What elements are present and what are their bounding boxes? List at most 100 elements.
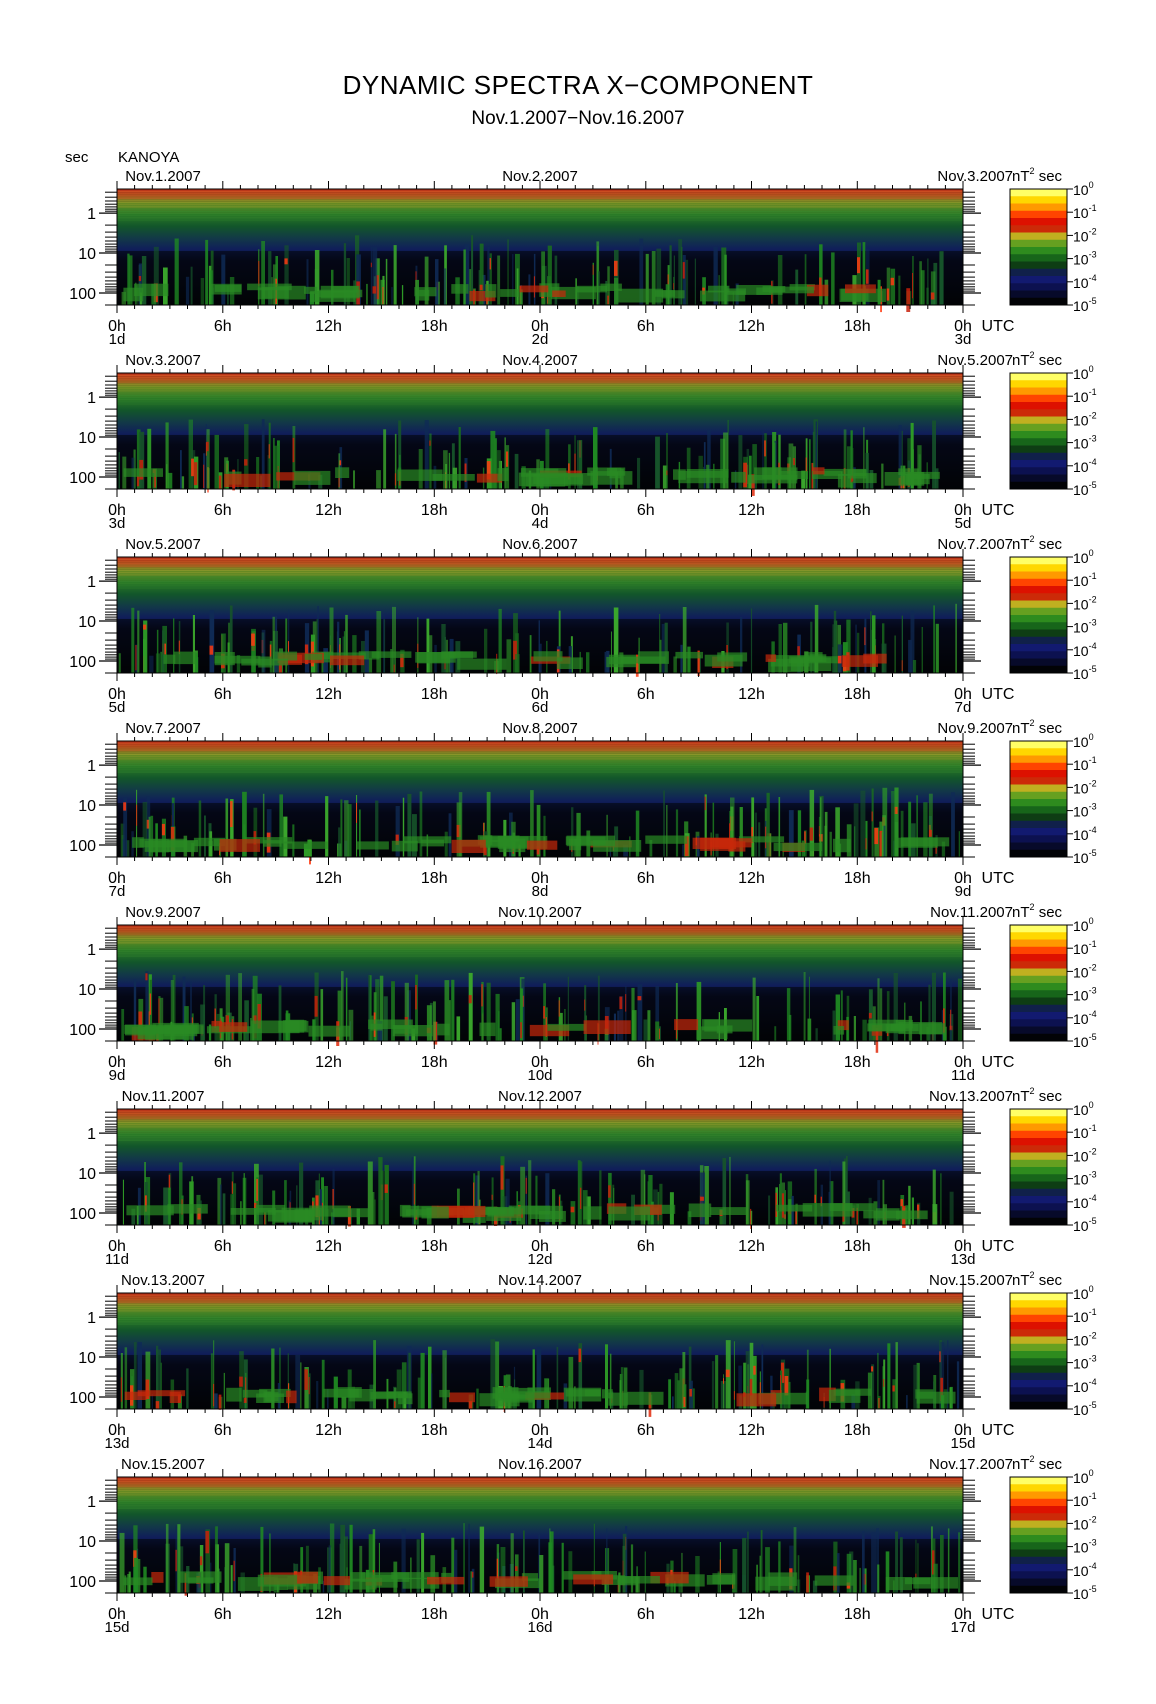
burst-column: [639, 1369, 644, 1409]
burst-column: [703, 442, 706, 489]
x-tick-label: 0h: [531, 1238, 549, 1255]
burst-column: [401, 1362, 407, 1409]
burst-column: [353, 470, 355, 489]
burst-column: [451, 1537, 455, 1593]
burst-peak: [213, 1383, 215, 1407]
burst-column: [199, 1545, 204, 1593]
burst-column: [279, 794, 283, 857]
date-label-left: Nov.11.2007: [122, 1088, 205, 1105]
long-period-band: [448, 651, 477, 658]
date-label-left: Nov.9.2007: [125, 904, 201, 921]
burst-column: [128, 255, 133, 305]
burst-column: [932, 1204, 938, 1225]
long-period-band: [565, 836, 606, 845]
burst-column: [165, 422, 169, 489]
x-tick-label: 12h: [315, 318, 342, 335]
date-label-mid: Nov.12.2007: [498, 1088, 582, 1105]
burst-peak: [251, 633, 255, 646]
burst-column: [165, 1523, 169, 1593]
burst-column: [611, 631, 612, 673]
burst-column: [300, 1547, 304, 1593]
burst-peak: [850, 475, 854, 483]
burst-column: [244, 424, 249, 489]
burst-peak: [394, 1401, 396, 1408]
burst-column: [338, 827, 341, 857]
burst-column: [458, 427, 461, 489]
colorbar-swatch: [1010, 1343, 1067, 1352]
long-period-band: [533, 651, 563, 662]
colorbar-swatch: [1010, 615, 1067, 623]
x-tick-label: 0h: [531, 1054, 549, 1071]
burst-column: [295, 1354, 301, 1409]
long-period-band: [608, 1206, 650, 1221]
burst-column: [210, 1353, 213, 1409]
x-tick-label: 12h: [738, 502, 765, 519]
burst-peak: [625, 994, 627, 1012]
burst-column: [420, 1352, 425, 1409]
burst-column: [118, 452, 120, 489]
colorbar-tick-label: 10-3: [1073, 618, 1097, 636]
long-period-band: [650, 1571, 689, 1584]
burst-column: [643, 1019, 648, 1041]
burst-column: [910, 610, 915, 673]
burst-column: [506, 639, 512, 673]
noise-band: [117, 1310, 963, 1312]
noise-band: [117, 1319, 963, 1321]
y-tick-label: 100: [69, 838, 96, 855]
burst-column: [568, 1356, 574, 1409]
burst-peak: [284, 258, 288, 265]
x-tick-label: 6h: [214, 502, 232, 519]
burst-column: [349, 1524, 353, 1593]
burst-column: [806, 1379, 810, 1409]
y-tick-label: 10: [78, 1534, 96, 1551]
burst-peak: [637, 996, 642, 1001]
noise-band: [117, 1119, 963, 1121]
burst-column: [205, 1529, 211, 1593]
colorbar-swatch: [1010, 622, 1067, 630]
x-axis-utc-label: UTC: [982, 502, 1015, 519]
burst-column: [230, 1565, 233, 1593]
noise-band: [117, 202, 963, 203]
burst-column: [456, 1016, 461, 1041]
colorbar: 100 10-1 10-2 10-3 10-4 10-5 nT2 sec: [1009, 902, 1097, 1050]
burst-column: [454, 1549, 458, 1593]
burst-peak: [225, 1015, 229, 1025]
burst-column: [682, 607, 687, 673]
burst-peak: [574, 453, 576, 473]
burst-column: [123, 797, 128, 857]
long-period-band: [833, 1026, 845, 1035]
x-tick-label: 18h: [844, 318, 871, 335]
burst-peak: [209, 645, 214, 655]
long-period-band: [451, 839, 486, 853]
burst-peak: [136, 804, 138, 826]
burst-column: [941, 841, 946, 857]
burst-column: [341, 1396, 347, 1409]
burst-column: [677, 1380, 680, 1409]
noise-band: [117, 953, 963, 955]
burst-peak: [820, 1196, 822, 1207]
burst-column: [928, 793, 933, 857]
burst-peak: [456, 824, 461, 838]
burst-peak: [814, 1194, 816, 1203]
burst-column: [300, 1362, 302, 1409]
long-period-band: [841, 655, 878, 667]
burst-column: [661, 623, 665, 673]
noise-band: [117, 758, 963, 760]
date-label-mid: Nov.14.2007: [498, 1272, 582, 1289]
colorbar-tick-label: 10-5: [1073, 296, 1097, 314]
x-tick-label: 0h: [108, 1238, 126, 1255]
burst-peak: [750, 1208, 752, 1229]
burst-column: [898, 425, 902, 489]
long-period-band: [151, 1572, 164, 1583]
long-period-band: [461, 839, 511, 847]
colorbar-tick-label: 10-2: [1073, 594, 1097, 612]
burst-column: [124, 1347, 128, 1409]
colorbar-swatch: [1010, 268, 1067, 277]
x-tick-label: 0h: [108, 502, 126, 519]
burst-column: [656, 248, 662, 305]
colorbar-swatch: [1010, 1365, 1067, 1374]
burst-column: [149, 655, 154, 673]
burst-column: [778, 624, 782, 673]
burst-column: [809, 439, 811, 489]
burst-column: [809, 789, 815, 857]
